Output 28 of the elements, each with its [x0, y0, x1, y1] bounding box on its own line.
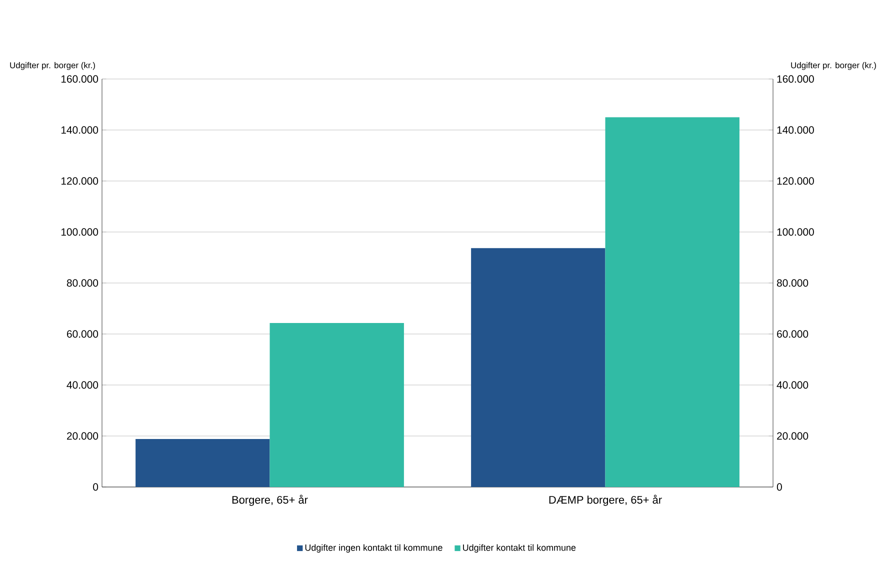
x-tick-label: DÆMP borgere, 65+ år [549, 494, 662, 506]
y2-tick-label: 60.000 [777, 330, 808, 338]
y2-tick-label: 160.000 [777, 75, 814, 83]
y2-tick-label: 20.000 [777, 432, 808, 440]
x-tick-label: Borgere, 65+ år [232, 494, 308, 506]
y2-tick-label: 40.000 [776, 381, 808, 389]
bar [270, 323, 404, 487]
y-tick-label: 120.000 [61, 177, 98, 185]
y2-tick-label: 120.000 [777, 177, 814, 185]
bar [605, 117, 740, 487]
y-tick-label: 0 [93, 483, 98, 491]
y-tick-label: 40.000 [66, 381, 98, 389]
y-tick-label: 20.000 [67, 432, 98, 440]
y2-tick-label: 140.000 [777, 126, 814, 134]
y-axis-title: Udgifter pr. borger (kr.) [10, 62, 95, 70]
y2-tick-label: 0 [776, 483, 782, 491]
legend-label: Udgifter ingen kontakt til kommune [305, 544, 442, 553]
bar [136, 439, 270, 487]
y-tick-label: 60.000 [67, 330, 98, 338]
legend-label: Udgifter kontakt til kommune [463, 544, 576, 553]
y2-tick-label: 80.000 [776, 279, 808, 287]
y2-tick-label: 100.000 [777, 228, 814, 236]
y-tick-label: 160.000 [61, 75, 98, 83]
y-tick-label: 80.000 [66, 279, 98, 287]
y-tick-label: 140.000 [61, 126, 98, 134]
y2-axis-title: Udgifter pr. borger (kr.) [791, 62, 876, 70]
y-tick-label: 100.000 [61, 228, 98, 236]
bar [471, 248, 606, 487]
